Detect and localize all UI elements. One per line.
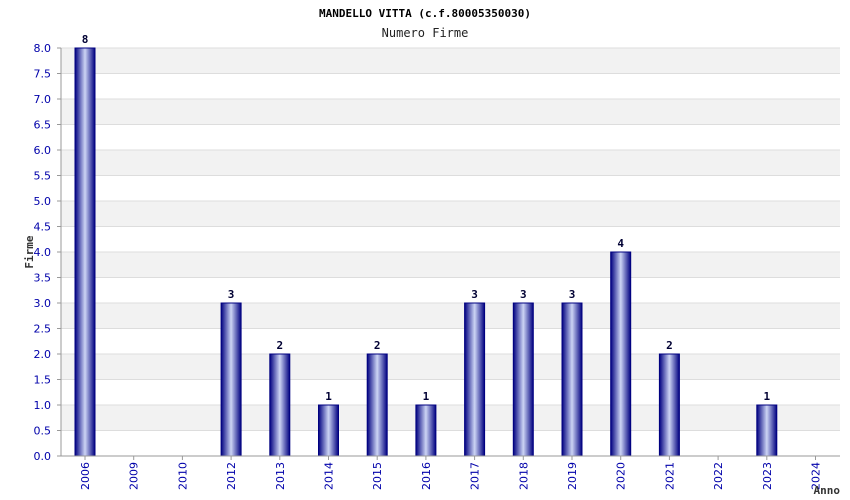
data-label: 1 — [763, 390, 770, 403]
bar — [415, 404, 437, 457]
data-labels: 8 3 2 1 2 1 3 3 3 4 2 1 — [82, 33, 771, 403]
y-tick-label: 7.0 — [34, 93, 52, 106]
bar — [269, 353, 291, 457]
bar — [318, 404, 339, 457]
grid-band — [61, 175, 840, 201]
x-tick-label: 2018 — [517, 462, 530, 490]
bar — [512, 302, 534, 457]
chart-subtitle: Numero Firme — [382, 26, 469, 40]
y-tick-label: 0.5 — [34, 425, 52, 438]
x-tick-label: 2020 — [615, 462, 628, 490]
y-tick-label: 2.0 — [34, 348, 52, 361]
bar — [561, 302, 583, 457]
y-tick-label: 2.5 — [34, 323, 52, 336]
grid-band — [61, 405, 840, 431]
grid-band — [61, 226, 840, 252]
grid-lines — [61, 47, 840, 457]
x-axis-ticks: 2006 2009 2010 2012 2013 2014 2015 2016 2017 2018… — [79, 456, 823, 490]
data-label: 2 — [276, 339, 283, 352]
y-tick-label: 7.5 — [34, 68, 52, 81]
bar — [464, 302, 486, 457]
bar — [658, 353, 680, 457]
x-tick-label: 2024 — [810, 462, 823, 490]
x-tick-label: 2023 — [761, 462, 774, 490]
y-tick-label: 5.0 — [34, 195, 52, 208]
y-tick-label: 4.0 — [34, 246, 52, 259]
grid-band — [61, 328, 840, 354]
y-axis-label: Firme — [23, 235, 36, 268]
grid-band — [61, 430, 840, 456]
chart-title: MANDELLO VITTA (c.f.80005350030) — [319, 7, 531, 20]
grid-band — [61, 303, 840, 329]
grid-band — [61, 150, 840, 176]
x-tick-label: 2013 — [274, 462, 287, 490]
grid-band — [61, 379, 840, 405]
y-tick-label: 6.0 — [34, 144, 52, 157]
y-tick-label: 8.0 — [34, 42, 52, 55]
grid-band — [61, 354, 840, 380]
bar — [756, 404, 778, 457]
bar — [610, 251, 632, 457]
grid-bands — [61, 48, 840, 456]
x-tick-label: 2010 — [176, 462, 189, 490]
data-label: 2 — [666, 339, 673, 352]
data-label: 3 — [569, 288, 576, 301]
data-label: 1 — [325, 390, 332, 403]
x-tick-label: 2019 — [566, 462, 579, 490]
bar — [74, 47, 96, 457]
x-tick-label: 2014 — [323, 462, 336, 490]
y-tick-label: 0.0 — [34, 450, 52, 463]
data-label: 3 — [471, 288, 478, 301]
x-tick-label: 2016 — [420, 462, 433, 490]
x-tick-label: 2012 — [225, 462, 238, 490]
y-tick-label: 6.5 — [34, 119, 52, 132]
bar — [366, 353, 388, 457]
data-label: 4 — [617, 237, 624, 250]
y-tick-label: 3.0 — [34, 297, 52, 310]
bar — [220, 302, 242, 457]
grid-band — [61, 252, 840, 278]
x-tick-label: 2015 — [371, 462, 384, 490]
x-tick-label: 2017 — [469, 462, 482, 490]
grid-band — [61, 48, 840, 74]
x-tick-label: 2006 — [79, 462, 92, 490]
y-tick-label: 5.5 — [34, 170, 52, 183]
y-tick-label: 1.0 — [34, 399, 52, 412]
x-axis-label: Anno — [814, 484, 841, 497]
y-axis-ticks: 0.0 0.5 1.0 1.5 2.0 2.5 3.0 3.5 4.0 4.5 5.0 5.5 6.0 6… — [34, 42, 61, 463]
y-tick-label: 3.5 — [34, 272, 52, 285]
grid-band — [61, 73, 840, 99]
grid-band — [61, 201, 840, 227]
y-tick-label: 4.5 — [34, 221, 52, 234]
grid-band — [61, 99, 840, 125]
x-tick-label: 2009 — [128, 462, 141, 490]
data-label: 3 — [228, 288, 235, 301]
x-tick-label: 2021 — [663, 462, 676, 490]
x-tick-label: 2022 — [712, 462, 725, 490]
data-label: 2 — [374, 339, 381, 352]
grid-band — [61, 124, 840, 150]
data-label: 8 — [82, 33, 89, 46]
data-label: 1 — [423, 390, 430, 403]
data-label: 3 — [520, 288, 527, 301]
y-tick-label: 1.5 — [34, 374, 52, 387]
bars — [74, 47, 778, 457]
grid-band — [61, 277, 840, 303]
